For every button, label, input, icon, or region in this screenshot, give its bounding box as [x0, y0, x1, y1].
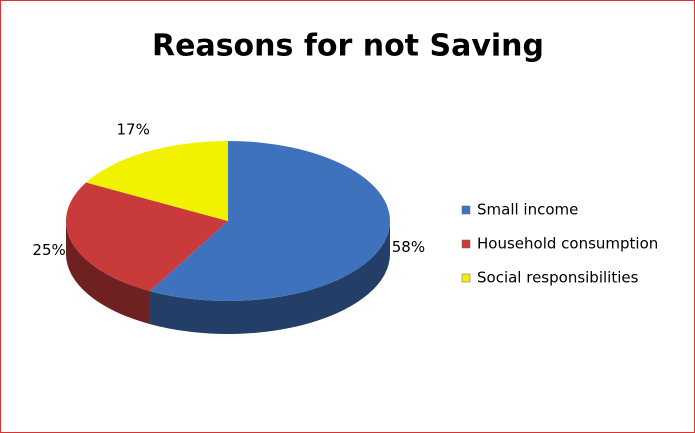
slice [86, 141, 228, 221]
legend-label: Social responsibilities [477, 269, 639, 287]
legend-marker [461, 205, 471, 215]
legend-label: Household consumption [477, 235, 658, 253]
data-label: 17% [116, 121, 149, 139]
chart-title: Reasons for not Saving [152, 29, 544, 64]
slice [149, 141, 391, 301]
slice-side [149, 221, 390, 334]
legend-marker [461, 239, 471, 249]
legend-marker [461, 273, 471, 283]
slice [65, 182, 228, 292]
data-label: 25% [32, 241, 65, 259]
data-label: 58% [392, 238, 425, 256]
slice-side [66, 221, 150, 325]
legend-label: Small income [477, 201, 578, 219]
